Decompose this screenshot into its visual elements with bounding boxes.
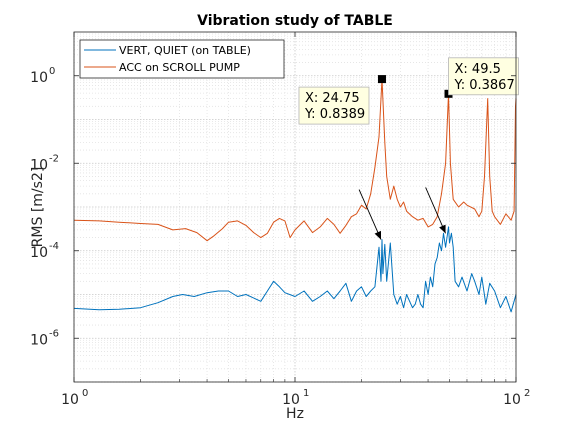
datatip-x-text: X: 49.5 bbox=[455, 62, 501, 77]
annotation-arrow bbox=[425, 187, 446, 234]
annotation-arrowhead bbox=[439, 224, 446, 234]
axis-ticks: 10 0 10 1 10 210 -610 -410 -210 0 bbox=[30, 32, 530, 408]
y-tick-exponent: -2 bbox=[49, 153, 59, 164]
datatip-box bbox=[298, 86, 370, 125]
y-tick-exponent: -6 bbox=[49, 328, 59, 339]
y-tick-exponent: -4 bbox=[49, 241, 59, 252]
y-tick-label: 10 bbox=[30, 157, 48, 173]
y-tick-exponent: 0 bbox=[49, 66, 55, 77]
datatip-x-text: X: 24.75 bbox=[305, 91, 360, 106]
x-tick-label: 10 bbox=[61, 392, 79, 408]
legend-label-acc: ACC on SCROLL PUMP bbox=[119, 61, 240, 74]
x-tick-label: 10 bbox=[282, 392, 300, 408]
series-line-vert bbox=[73, 226, 517, 313]
y-tick-label: 10 bbox=[30, 70, 48, 86]
legend-label-vert: VERT, QUIET (on TABLE) bbox=[119, 44, 251, 57]
x-tick-exponent: 2 bbox=[524, 388, 530, 399]
chart-title: Vibration study of TABLE bbox=[197, 13, 393, 29]
datatip-y-text: Y: 0.3867 bbox=[454, 78, 515, 93]
annotation-arrows bbox=[358, 187, 446, 240]
x-tick-exponent: 0 bbox=[82, 388, 88, 399]
y-tick-label: 10 bbox=[30, 332, 48, 348]
datatip-y-text: Y: 0.8389 bbox=[304, 107, 365, 122]
y-axis-label: RMS [m/s2] bbox=[30, 167, 46, 248]
datatip-box bbox=[448, 57, 519, 96]
datatip-marker bbox=[377, 75, 386, 84]
legend: VERT, QUIET (on TABLE) ACC on SCROLL PUM… bbox=[79, 39, 285, 79]
legend-box bbox=[79, 39, 285, 79]
x-tick-label: 10 bbox=[503, 392, 521, 408]
annotation-arrow bbox=[358, 189, 382, 240]
x-tick-exponent: 1 bbox=[303, 388, 309, 399]
y-tick-label: 10 bbox=[30, 245, 48, 261]
x-axis-label: Hz bbox=[286, 406, 304, 422]
annotation-arrowhead bbox=[374, 230, 382, 240]
datatip-layer: X: 24.75Y: 0.8389 X: 49.5Y: 0.3867 bbox=[298, 57, 519, 125]
